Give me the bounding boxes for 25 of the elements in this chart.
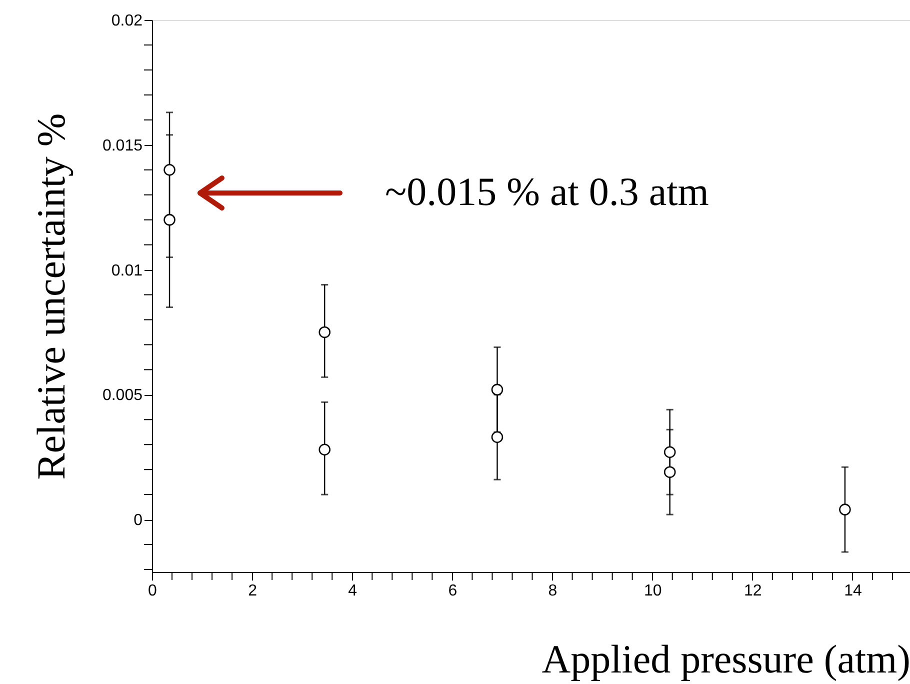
- x-tick-label: 6: [448, 582, 458, 600]
- x-tick-label: 12: [744, 582, 762, 600]
- point: [839, 504, 851, 516]
- point: [318, 326, 331, 338]
- x-tick-label: 2: [248, 582, 258, 600]
- y-tick-label: 0.02: [111, 12, 143, 30]
- y-tick-label: 0.01: [111, 262, 143, 280]
- y-tick-label: 0.015: [102, 137, 143, 154]
- x-tick-label: 0: [148, 582, 158, 600]
- point: [318, 444, 331, 456]
- point: [164, 214, 176, 226]
- point: [664, 466, 676, 478]
- y-tick-label: 0.005: [102, 387, 143, 404]
- x-tick-label: 4: [348, 582, 358, 600]
- point: [491, 384, 504, 396]
- annotation: ~0.015 % at 0.3 atm: [385, 169, 709, 214]
- x-tick-label: 14: [844, 582, 862, 600]
- y-tick-label: 0: [134, 512, 143, 530]
- y-axis-title: Relative uncertainty %: [28, 113, 74, 480]
- point: [491, 431, 504, 444]
- x-tick-label: 8: [548, 582, 558, 600]
- x-axis-title: Applied pressure (atm): [542, 636, 910, 682]
- point: [164, 164, 176, 176]
- point: [664, 446, 676, 458]
- x-tick-label: 10: [644, 582, 662, 600]
